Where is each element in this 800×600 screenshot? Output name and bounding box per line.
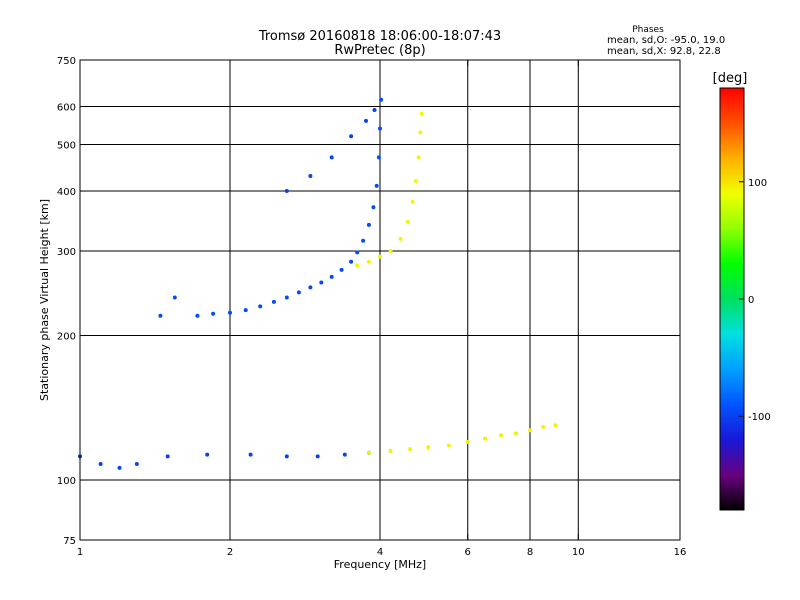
data-point	[410, 199, 415, 204]
data-point	[405, 219, 410, 224]
x-axis-label: Frequency [MHz]	[334, 558, 426, 571]
data-point	[211, 311, 216, 316]
data-point	[319, 280, 324, 285]
data-point	[388, 249, 393, 253]
data-point	[248, 452, 253, 457]
data-point	[419, 111, 424, 116]
y-tick-label: 100	[57, 476, 76, 487]
stats-x-line: mean, sd,X: 92.8, 22.8	[607, 46, 721, 57]
data-point	[483, 436, 488, 441]
x-tick-label: 10	[572, 547, 585, 558]
data-point	[514, 431, 518, 436]
data-point	[379, 97, 384, 102]
data-point	[528, 428, 532, 433]
data-point	[271, 299, 276, 304]
series-e-region-x-mode	[366, 423, 558, 455]
x-tick-label: 1	[77, 547, 83, 558]
data-point	[355, 250, 360, 255]
x-tick-label: 8	[527, 547, 533, 558]
data-point	[342, 452, 347, 457]
data-point	[418, 130, 423, 135]
colorbar-tick-label: -100	[748, 412, 771, 423]
colorbar-tick-label: 100	[748, 178, 767, 189]
data-point	[541, 424, 546, 429]
data-point	[98, 462, 103, 466]
plot-area: 1 2 4 6 8 10 16 75 100 200 300 400 500 600 750	[57, 56, 686, 558]
data-point	[398, 236, 403, 241]
y-tick-label: 600	[57, 103, 76, 114]
y-axis-label: Stationary phase Virtual Height [km]	[38, 199, 51, 401]
y-tick-label: 750	[57, 56, 76, 67]
y-tick-label: 500	[57, 141, 76, 152]
data-point	[366, 450, 371, 455]
data-point	[372, 108, 377, 112]
data-point	[284, 295, 289, 300]
y-tick-label: 200	[57, 332, 76, 343]
data-point	[315, 454, 320, 459]
y-tick-label: 75	[63, 536, 76, 547]
data-point	[499, 433, 504, 438]
data-point	[553, 423, 558, 428]
data-point	[408, 447, 413, 452]
data-point	[361, 238, 366, 243]
chart-subtitle: RwPretec (8p)	[334, 43, 425, 58]
series-e-region-o-mode	[78, 450, 371, 470]
y-tick-label: 400	[57, 187, 76, 198]
y-tick-label: 300	[57, 247, 76, 258]
data-point	[413, 178, 418, 183]
data-point	[366, 259, 371, 264]
stats-heading: Phases	[632, 25, 664, 35]
data-point	[258, 304, 263, 309]
data-point	[205, 452, 210, 457]
data-point	[158, 313, 163, 318]
data-point	[349, 259, 354, 264]
data-point	[296, 290, 301, 295]
colorbar-tick-label: 0	[748, 295, 754, 306]
data-point	[366, 222, 371, 227]
data-point	[165, 454, 170, 459]
data-point	[388, 448, 393, 453]
data-point	[446, 443, 451, 448]
data-point	[195, 313, 200, 318]
data-point	[378, 254, 382, 259]
data-point	[308, 285, 313, 290]
data-point	[329, 274, 334, 279]
series-f-region-x-mode	[355, 111, 424, 268]
data-point	[355, 263, 360, 268]
x-tick-label: 6	[465, 547, 471, 558]
stats-o-line: mean, sd,O: -95.0, 19.0	[607, 35, 725, 46]
colorbar: 100 0 -100	[719, 87, 771, 511]
data-point	[465, 440, 470, 444]
data-point	[349, 134, 354, 139]
data-point	[117, 465, 122, 470]
colorbar-label: [deg]	[713, 71, 748, 86]
data-point	[416, 155, 421, 160]
data-point	[371, 205, 376, 210]
data-point	[364, 118, 368, 123]
x-tick-label: 2	[227, 547, 233, 558]
chart-title: Tromsø 20160818 18:06:00-18:07:43	[258, 29, 501, 44]
data-point	[243, 308, 248, 313]
data-point	[284, 189, 289, 193]
x-tick-label: 16	[674, 547, 687, 558]
data-point	[172, 295, 177, 300]
data-point	[378, 126, 382, 131]
series-f-region-o-mode	[158, 97, 384, 318]
x-tick-label: 4	[377, 547, 383, 558]
data-point	[134, 462, 139, 466]
data-point	[228, 310, 232, 315]
series-upper-f-trace	[284, 108, 377, 193]
data-point	[376, 155, 381, 160]
data-point	[426, 445, 431, 450]
data-point	[329, 155, 334, 160]
data-point	[339, 267, 344, 272]
data-point	[308, 174, 313, 178]
data-point	[284, 454, 289, 459]
data-point	[374, 183, 379, 188]
